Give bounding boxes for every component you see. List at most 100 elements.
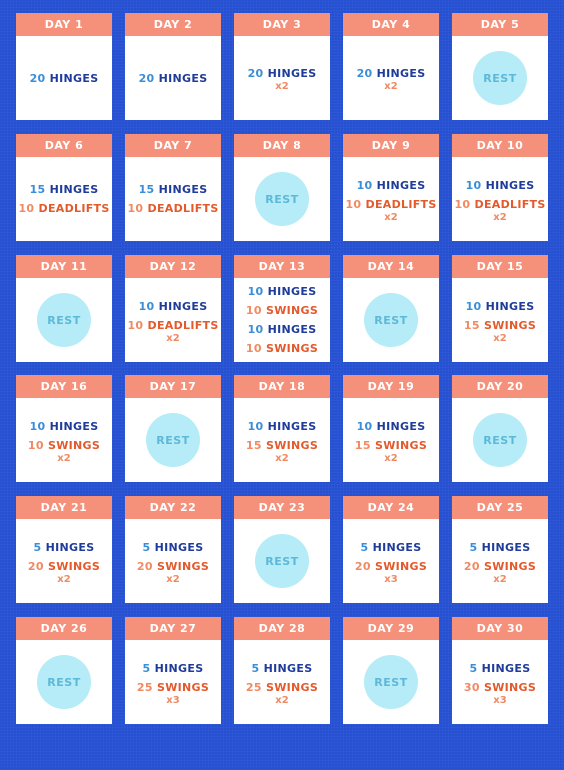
exercise-line: 20 HINGES xyxy=(30,69,99,88)
day-label: DAY 22 xyxy=(125,496,221,519)
day-content: REST xyxy=(125,398,221,482)
day-content: 20 HINGES xyxy=(125,36,221,120)
day-label: DAY 14 xyxy=(343,255,439,278)
exercise-name: HINGES xyxy=(158,71,208,85)
rounds-multiplier: x2 xyxy=(275,452,289,464)
day-content: 20 HINGES x2 xyxy=(343,36,439,120)
exercise-line: 20 SWINGS xyxy=(464,557,536,576)
exercise-line: 10 HINGES xyxy=(466,176,535,195)
exercise-line: 10 HINGES xyxy=(357,176,426,195)
exercise-name: HINGES xyxy=(49,183,99,196)
day-card: DAY 17 REST xyxy=(125,375,221,482)
exercise-name: DEADLIFTS xyxy=(38,202,110,215)
exercise-line: 5 HINGES xyxy=(34,538,95,557)
exercise-count: 10 xyxy=(245,342,262,355)
exercise-line: 10 HINGES xyxy=(139,297,208,316)
day-card: DAY 10 10 HINGES 10 DEADLIFTS x2 xyxy=(452,134,548,241)
rest-badge: REST xyxy=(255,172,309,226)
exercise-count: 5 xyxy=(33,540,42,554)
exercise-name: DEADLIFTS xyxy=(147,318,219,332)
exercise-name: HINGES xyxy=(376,419,426,433)
exercise-line: 10 HINGES xyxy=(30,417,99,436)
day-card: DAY 25 5 HINGES 20 SWINGS x2 xyxy=(452,496,548,603)
day-card: DAY 26 REST xyxy=(16,617,112,724)
day-content: REST xyxy=(234,157,330,241)
exercise-line: 10 DEADLIFTS xyxy=(18,199,109,218)
rounds-multiplier: x2 xyxy=(166,332,180,344)
day-label: DAY 11 xyxy=(16,255,112,278)
exercise-count: 15 xyxy=(29,183,46,196)
day-content: REST xyxy=(16,640,112,724)
day-card: DAY 5 REST xyxy=(452,13,548,120)
exercise-name: HINGES xyxy=(481,661,531,675)
rest-badge: REST xyxy=(146,413,200,467)
rounds-multiplier: x2 xyxy=(493,573,507,585)
exercise-name: SWINGS xyxy=(265,342,319,355)
exercise-count: 20 xyxy=(138,71,155,85)
day-label: DAY 6 xyxy=(16,134,112,157)
day-card: DAY 21 5 HINGES 20 SWINGS x2 xyxy=(16,496,112,603)
exercise-line: 5 HINGES xyxy=(470,659,531,678)
day-content: 15 HINGES 10 DEADLIFTS xyxy=(125,157,221,241)
rest-badge: REST xyxy=(37,655,91,709)
exercise-count: 5 xyxy=(469,540,478,554)
exercise-line: 10 SWINGS xyxy=(246,301,318,320)
exercise-count: 25 xyxy=(136,680,153,694)
day-label: DAY 25 xyxy=(452,496,548,519)
day-card: DAY 16 10 HINGES 10 SWINGS x2 xyxy=(16,375,112,482)
exercise-name: HINGES xyxy=(45,540,95,554)
rounds-multiplier: x2 xyxy=(384,211,398,223)
day-label: DAY 1 xyxy=(16,13,112,36)
day-label: DAY 5 xyxy=(452,13,548,36)
rounds-multiplier: x3 xyxy=(166,694,180,706)
exercise-line: 10 DEADLIFTS xyxy=(127,199,218,218)
exercise-name: SWINGS xyxy=(483,559,537,573)
exercise-count: 10 xyxy=(247,419,264,433)
exercise-line: 20 HINGES xyxy=(357,64,426,83)
day-content: 15 HINGES 10 DEADLIFTS xyxy=(16,157,112,241)
exercise-count: 20 xyxy=(136,559,153,573)
exercise-line: 10 HINGES xyxy=(248,282,317,301)
rounds-multiplier: x2 xyxy=(57,452,71,464)
exercise-line: 25 SWINGS xyxy=(246,678,318,697)
exercise-name: HINGES xyxy=(158,299,208,313)
day-label: DAY 24 xyxy=(343,496,439,519)
day-card: DAY 1 20 HINGES xyxy=(16,13,112,120)
day-card: DAY 4 20 HINGES x2 xyxy=(343,13,439,120)
day-label: DAY 23 xyxy=(234,496,330,519)
day-label: DAY 29 xyxy=(343,617,439,640)
day-card: DAY 9 10 HINGES 10 DEADLIFTS x2 xyxy=(343,134,439,241)
exercise-count: 10 xyxy=(127,202,144,215)
day-content: 5 HINGES 25 SWINGS x2 xyxy=(234,640,330,724)
day-card: DAY 6 15 HINGES 10 DEADLIFTS xyxy=(16,134,112,241)
exercise-name: SWINGS xyxy=(47,559,101,573)
day-label: DAY 9 xyxy=(343,134,439,157)
exercise-line: 10 DEADLIFTS xyxy=(345,195,436,214)
exercise-line: 10 DEADLIFTS xyxy=(127,316,218,335)
exercise-line: 25 SWINGS xyxy=(137,678,209,697)
day-content: 5 HINGES 30 SWINGS x3 xyxy=(452,640,548,724)
day-card: DAY 22 5 HINGES 20 SWINGS x2 xyxy=(125,496,221,603)
rounds-multiplier: x2 xyxy=(275,81,289,92)
exercise-line: 10 SWINGS xyxy=(246,339,318,358)
day-card: DAY 13 10 HINGES 10 SWINGS 10 HINGES 10 SWIN… xyxy=(234,255,330,362)
exercise-name: HINGES xyxy=(267,285,317,298)
day-label: DAY 19 xyxy=(343,375,439,398)
day-card: DAY 27 5 HINGES 25 SWINGS x3 xyxy=(125,617,221,724)
exercise-name: SWINGS xyxy=(374,438,428,452)
exercise-name: HINGES xyxy=(267,67,317,80)
exercise-name: SWINGS xyxy=(47,438,101,452)
day-content: REST xyxy=(234,519,330,603)
day-content: 20 HINGES xyxy=(16,36,112,120)
day-card: DAY 2 20 HINGES xyxy=(125,13,221,120)
day-card: DAY 11 REST xyxy=(16,255,112,362)
day-label: DAY 8 xyxy=(234,134,330,157)
exercise-line: 20 HINGES xyxy=(139,69,208,88)
exercise-name: HINGES xyxy=(485,299,535,313)
exercise-line: 10 HINGES xyxy=(248,320,317,339)
day-label: DAY 10 xyxy=(452,134,548,157)
exercise-count: 10 xyxy=(356,419,373,433)
day-content: REST xyxy=(343,278,439,362)
day-content: 5 HINGES 25 SWINGS x3 xyxy=(125,640,221,724)
exercise-line: 10 HINGES xyxy=(466,297,535,316)
